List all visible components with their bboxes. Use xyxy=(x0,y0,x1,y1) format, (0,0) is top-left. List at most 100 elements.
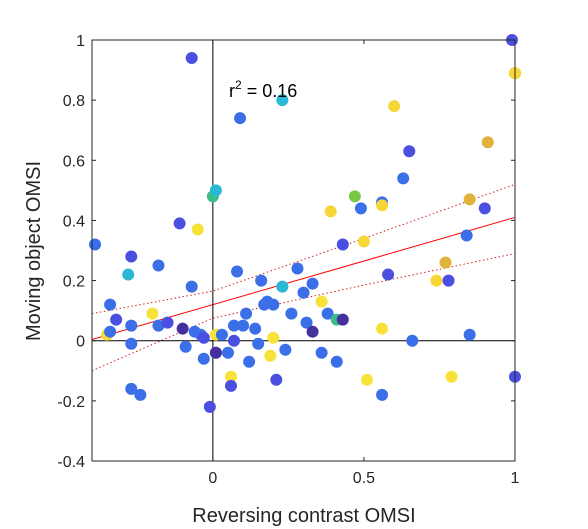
data-point-61 xyxy=(315,346,328,359)
data-point-1 xyxy=(104,298,117,311)
data-point-21 xyxy=(191,223,204,236)
data-point-34 xyxy=(224,379,237,392)
data-point-44 xyxy=(255,274,268,287)
data-point-56 xyxy=(297,286,310,299)
data-point-12 xyxy=(146,307,159,320)
data-point-49 xyxy=(267,298,280,311)
data-point-84 xyxy=(445,370,458,383)
data-point-27 xyxy=(209,184,222,197)
data-point-87 xyxy=(463,328,476,341)
data-point-8 xyxy=(125,337,138,350)
data-point-42 xyxy=(249,322,262,335)
data-point-77 xyxy=(388,100,401,113)
data-point-6 xyxy=(125,250,138,263)
r-squared-superscript: 2 xyxy=(235,78,242,92)
data-point-53 xyxy=(279,343,292,356)
data-point-48 xyxy=(267,331,280,344)
y-ticks: -0.4 -0.2 0 0.2 0.4 0.6 0.8 1 xyxy=(57,33,515,471)
data-point-79 xyxy=(403,145,416,158)
r-squared-value: = 0.16 xyxy=(242,81,298,101)
data-point-14 xyxy=(161,316,174,329)
y-tick-label: 0.2 xyxy=(63,274,85,291)
fit-line xyxy=(91,216,516,340)
data-point-81 xyxy=(430,274,443,287)
data-point-65 xyxy=(330,355,343,368)
data-point-52 xyxy=(276,280,289,293)
data-point-24 xyxy=(197,331,210,344)
data-point-73 xyxy=(376,322,389,335)
data-point-23 xyxy=(197,352,210,365)
regression-line xyxy=(91,216,516,340)
plot-background xyxy=(92,40,515,461)
data-point-86 xyxy=(463,193,476,206)
data-point-68 xyxy=(348,190,361,203)
x-tick-label: 0.5 xyxy=(353,470,375,487)
data-point-50 xyxy=(270,373,283,386)
y-tick-label: 0.4 xyxy=(63,213,85,230)
r-squared-annotation: r2 = 0.16 xyxy=(229,78,297,101)
data-point-30 xyxy=(209,346,222,359)
data-point-85 xyxy=(460,229,473,242)
data-point-67 xyxy=(336,313,349,326)
r-squared-base: r xyxy=(229,81,235,101)
data-point-9 xyxy=(125,382,138,395)
data-point-18 xyxy=(185,52,198,65)
data-point-17 xyxy=(179,340,192,353)
data-point-71 xyxy=(360,373,373,386)
y-tick-label: 0 xyxy=(76,334,85,351)
y-tick-label: -0.4 xyxy=(57,454,85,471)
data-point-25 xyxy=(203,400,216,413)
data-point-51 xyxy=(276,94,289,107)
data-point-32 xyxy=(221,346,234,359)
data-point-63 xyxy=(324,205,337,218)
data-point-58 xyxy=(306,325,319,338)
data-point-16 xyxy=(176,322,189,335)
data-point-62 xyxy=(321,307,334,320)
data-point-13 xyxy=(152,319,165,332)
data-point-55 xyxy=(291,262,304,275)
data-point-39 xyxy=(237,319,250,332)
confidence-band xyxy=(91,183,516,372)
data-point-15 xyxy=(173,217,186,230)
data-point-47 xyxy=(264,349,277,362)
confidence-band-upper xyxy=(91,183,516,315)
y-tick-label: 0.8 xyxy=(63,93,85,110)
y-tick-label: -0.2 xyxy=(57,394,85,411)
data-point-4 xyxy=(110,313,123,326)
data-point-82 xyxy=(439,256,452,269)
data-point-11 xyxy=(152,259,165,272)
data-point-57 xyxy=(300,316,313,329)
data-point-78 xyxy=(397,172,410,185)
data-point-89 xyxy=(481,136,494,149)
data-point-60 xyxy=(315,295,328,308)
x-axis-label: Reversing contrast OMSI xyxy=(192,505,415,527)
y-tick-label: 0.6 xyxy=(63,153,85,170)
data-point-10 xyxy=(134,388,147,401)
data-point-75 xyxy=(376,199,389,212)
data-point-74 xyxy=(376,388,389,401)
confidence-band-lower xyxy=(91,253,516,372)
data-points xyxy=(89,34,521,413)
y-tick-label: 1 xyxy=(76,33,85,50)
data-point-5 xyxy=(122,268,135,281)
data-point-37 xyxy=(231,265,244,278)
data-point-59 xyxy=(306,277,319,290)
x-ticks: 0 0.5 1 xyxy=(208,40,520,487)
data-point-54 xyxy=(285,307,298,320)
data-point-19 xyxy=(185,280,198,293)
data-point-35 xyxy=(228,319,241,332)
zero-lines xyxy=(92,40,515,461)
data-point-41 xyxy=(243,355,256,368)
data-point-69 xyxy=(354,202,367,215)
data-point-0 xyxy=(89,238,102,251)
plot-frame xyxy=(91,39,516,462)
data-point-76 xyxy=(382,268,395,281)
data-point-36 xyxy=(228,334,241,347)
data-point-43 xyxy=(252,337,265,350)
x-tick-label: 1 xyxy=(511,470,520,487)
data-point-40 xyxy=(240,307,253,320)
x-tick-label: 0 xyxy=(208,470,217,487)
data-point-7 xyxy=(125,319,138,332)
y-axis-label: Moving object OMSI xyxy=(23,161,45,341)
